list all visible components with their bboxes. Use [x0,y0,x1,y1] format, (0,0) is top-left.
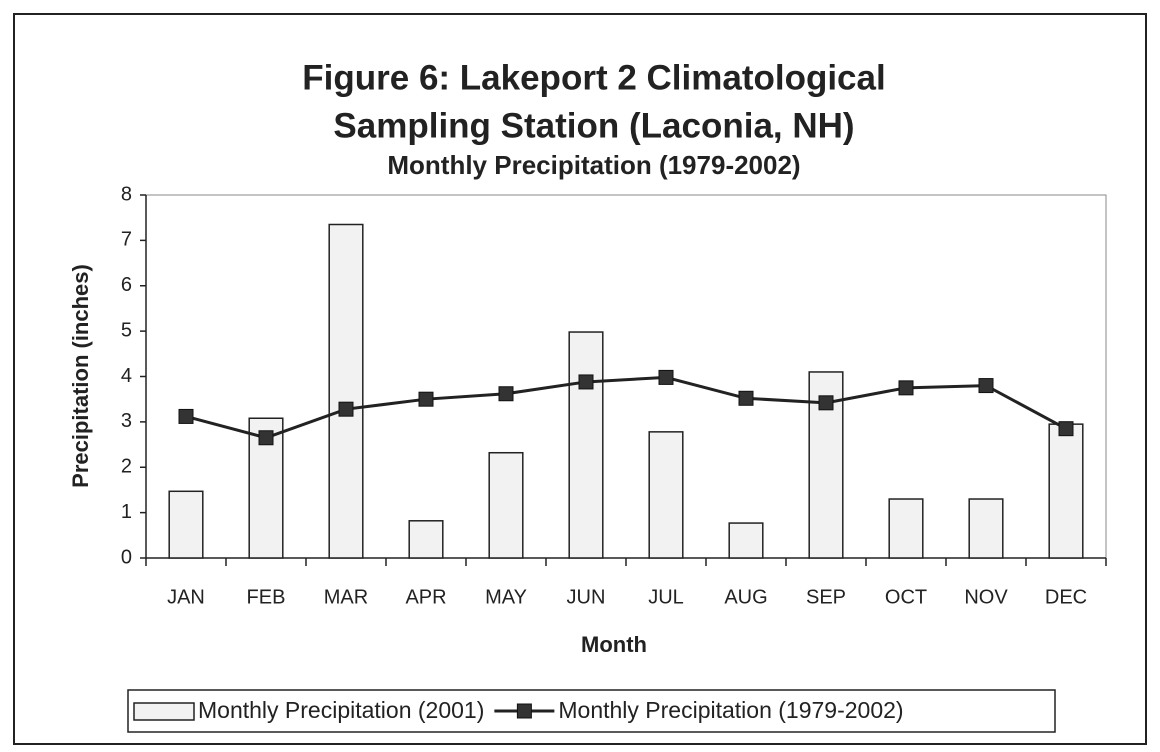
x-tick-label: FEB [247,586,286,608]
bar [568,331,604,559]
bar [408,520,444,559]
x-tick-label: MAY [485,586,527,608]
x-tick-label: SEP [806,586,846,608]
y-tick-label: 4 [121,365,132,387]
bar [168,490,204,559]
marker [1058,421,1074,437]
chart-title: Figure 6: Lakeport 2 Climatological [302,58,885,97]
marker [178,408,194,424]
bar [728,522,764,559]
legend-label: Monthly Precipitation (1979-2002) [558,697,903,723]
line [185,375,1067,440]
chart-frame [13,13,1147,745]
legend-marker [516,703,532,719]
y-tick-label: 0 [121,546,132,568]
x-tick-label: DEC [1045,586,1087,608]
y-tick-label: 2 [121,456,132,478]
marker [338,401,354,417]
bar [888,498,924,559]
marker [898,380,914,396]
marker [258,430,274,446]
x-tick-label: MAR [324,586,368,608]
x-tick-label: OCT [885,586,927,608]
plot-area [145,194,1107,559]
bar [1048,423,1084,559]
legend-label: Monthly Precipitation (2001) [198,697,484,723]
bar [328,223,364,559]
x-tick-label: AUG [724,586,767,608]
y-tick-label: 1 [121,501,132,523]
legend-box [127,689,1056,733]
bar [488,451,524,559]
x-tick-label: JAN [167,586,205,608]
y-tick-label: 6 [121,274,132,296]
x-tick-label: JUL [648,586,684,608]
y-tick-label: 3 [121,410,132,432]
marker [818,395,834,411]
marker [498,386,514,402]
chart-title: Sampling Station (Laconia, NH) [333,106,854,145]
marker [658,369,674,385]
marker [978,378,994,394]
marker [418,391,434,407]
y-tick-label: 5 [121,319,132,341]
bar [968,498,1004,559]
bar [648,431,684,559]
x-tick-label: APR [405,586,446,608]
x-axis-label: Month [581,632,647,657]
chart-subtitle: Monthly Precipitation (1979-2002) [387,150,800,180]
marker [578,374,594,390]
y-tick-label: 8 [121,183,132,205]
marker [738,390,754,406]
x-tick-label: JUN [567,586,606,608]
y-axis-label: Precipitation (inches) [68,264,93,488]
x-tick-label: NOV [964,586,1008,608]
legend-swatch [133,702,195,721]
y-tick-label: 7 [121,229,132,251]
